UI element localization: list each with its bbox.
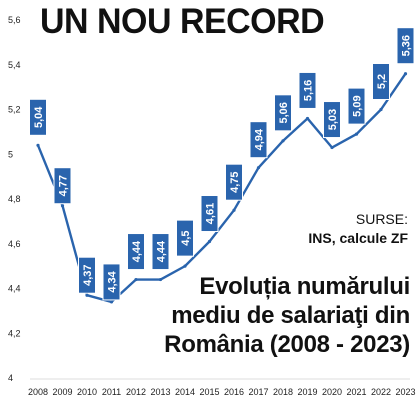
data-point (403, 72, 408, 76)
data-point (232, 208, 236, 212)
data-point (109, 300, 114, 304)
data-point (85, 293, 89, 297)
data-point (183, 264, 187, 268)
y-tick-label: 4,4 (8, 284, 21, 294)
data-label-box (151, 233, 170, 271)
data-point (60, 204, 65, 208)
subtitle-line: România (2008 - 2023) (164, 331, 410, 358)
data-label-box (396, 27, 415, 65)
x-tick-label: 2023 (395, 387, 415, 397)
data-label-box (298, 71, 317, 109)
data-point (256, 166, 261, 170)
data-point (379, 107, 383, 112)
data-point (330, 145, 334, 150)
data-point (305, 116, 310, 121)
data-point (134, 277, 138, 282)
x-tick-label: 2008 (28, 387, 48, 397)
data-label: 5,2 (372, 63, 390, 100)
data-point (207, 239, 212, 244)
data-point (354, 132, 359, 136)
data-label-text: 4,34 (107, 270, 119, 292)
data-label-box (127, 233, 145, 271)
data-label-box (372, 63, 390, 100)
x-tick-label: 2014 (175, 387, 195, 397)
data-label-text: 5,03 (327, 109, 339, 130)
data-label: 4,44 (151, 233, 170, 271)
data-label-text: 5,09 (352, 95, 364, 116)
chart-subtitle: Evoluția numărului mediu de salariaţi di… (164, 272, 410, 359)
data-label: 5,36 (396, 27, 415, 65)
subtitle-line: mediu de salariaţi din (171, 302, 410, 329)
y-tick-label: 4,6 (8, 239, 21, 249)
data-label: 4,75 (225, 163, 243, 201)
x-tick-label: 2018 (273, 387, 293, 397)
data-label: 4,61 (200, 195, 219, 233)
data-label-box (176, 219, 194, 257)
data-label-box (249, 121, 268, 159)
x-tick-label: 2021 (346, 387, 366, 397)
data-label: 4,37 (78, 256, 96, 294)
data-label: 5,04 (29, 98, 47, 136)
series-line (36, 72, 407, 304)
data-label-box (347, 87, 366, 125)
x-tick-label: 2015 (199, 387, 219, 397)
y-tick-label: 5,4 (8, 60, 21, 70)
data-label-text: 4,77 (58, 175, 70, 196)
data-label-text: 5,16 (303, 80, 315, 101)
data-label-text: 5,04 (33, 106, 45, 128)
x-tick-label: 2012 (126, 387, 146, 397)
data-label-box (200, 195, 219, 233)
data-label-text: 5,2 (376, 74, 388, 89)
x-tick-label: 2020 (322, 387, 342, 397)
data-label-box (53, 167, 72, 205)
data-label-box (102, 263, 121, 301)
x-tick-label: 2013 (150, 387, 170, 397)
data-label: 4,77 (53, 167, 72, 205)
data-label-text: 4,5 (180, 230, 192, 245)
data-label-box (78, 256, 96, 294)
data-label-box (225, 163, 243, 201)
data-label-text: 4,37 (82, 265, 94, 286)
source-value: INS, calcule ZF (308, 230, 408, 246)
x-tick-label: 2011 (102, 387, 121, 397)
y-tick-label: 4 (8, 373, 13, 383)
data-label-text: 4,75 (229, 171, 241, 192)
y-tick-label: 5,2 (8, 105, 21, 115)
data-label-text: 4,94 (254, 128, 266, 150)
data-label: 4,94 (249, 121, 268, 159)
data-label-box (323, 101, 341, 139)
data-label: 5,09 (347, 87, 366, 125)
data-label-text: 5,06 (278, 102, 290, 123)
data-point (158, 277, 163, 282)
data-label-text: 4,61 (205, 203, 217, 224)
data-label: 5,06 (274, 94, 292, 132)
subtitle-line: Evoluția numărului (199, 273, 410, 300)
data-label-box (29, 98, 47, 136)
source-note: SURSE: INS, calcule ZF (308, 210, 408, 248)
x-tick-label: 2022 (371, 387, 391, 397)
data-label: 4,34 (102, 263, 121, 301)
source-label: SURSE: (355, 211, 408, 227)
y-tick-label: 5 (8, 149, 13, 159)
data-label-box (274, 94, 292, 132)
x-tick-label: 2009 (52, 387, 72, 397)
data-label-text: 4,44 (131, 240, 143, 262)
chart-title: UN NOU RECORD (40, 2, 325, 41)
x-tick-label: 2016 (224, 387, 244, 397)
x-tick-label: 2017 (248, 387, 268, 397)
x-tick-label: 2010 (77, 387, 97, 397)
x-tick-label: 2019 (297, 387, 317, 397)
data-label-text: 5,36 (401, 35, 413, 56)
data-point (281, 139, 285, 143)
data-label: 5,16 (298, 71, 317, 109)
data-label: 4,44 (127, 233, 145, 271)
data-label: 5,03 (323, 101, 341, 139)
y-tick-label: 4,8 (8, 194, 21, 204)
data-label-text: 4,44 (156, 240, 168, 262)
data-point (36, 143, 40, 147)
y-tick-label: 5,6 (8, 15, 21, 25)
data-label: 4,5 (176, 219, 194, 257)
y-tick-label: 4,2 (8, 328, 21, 338)
